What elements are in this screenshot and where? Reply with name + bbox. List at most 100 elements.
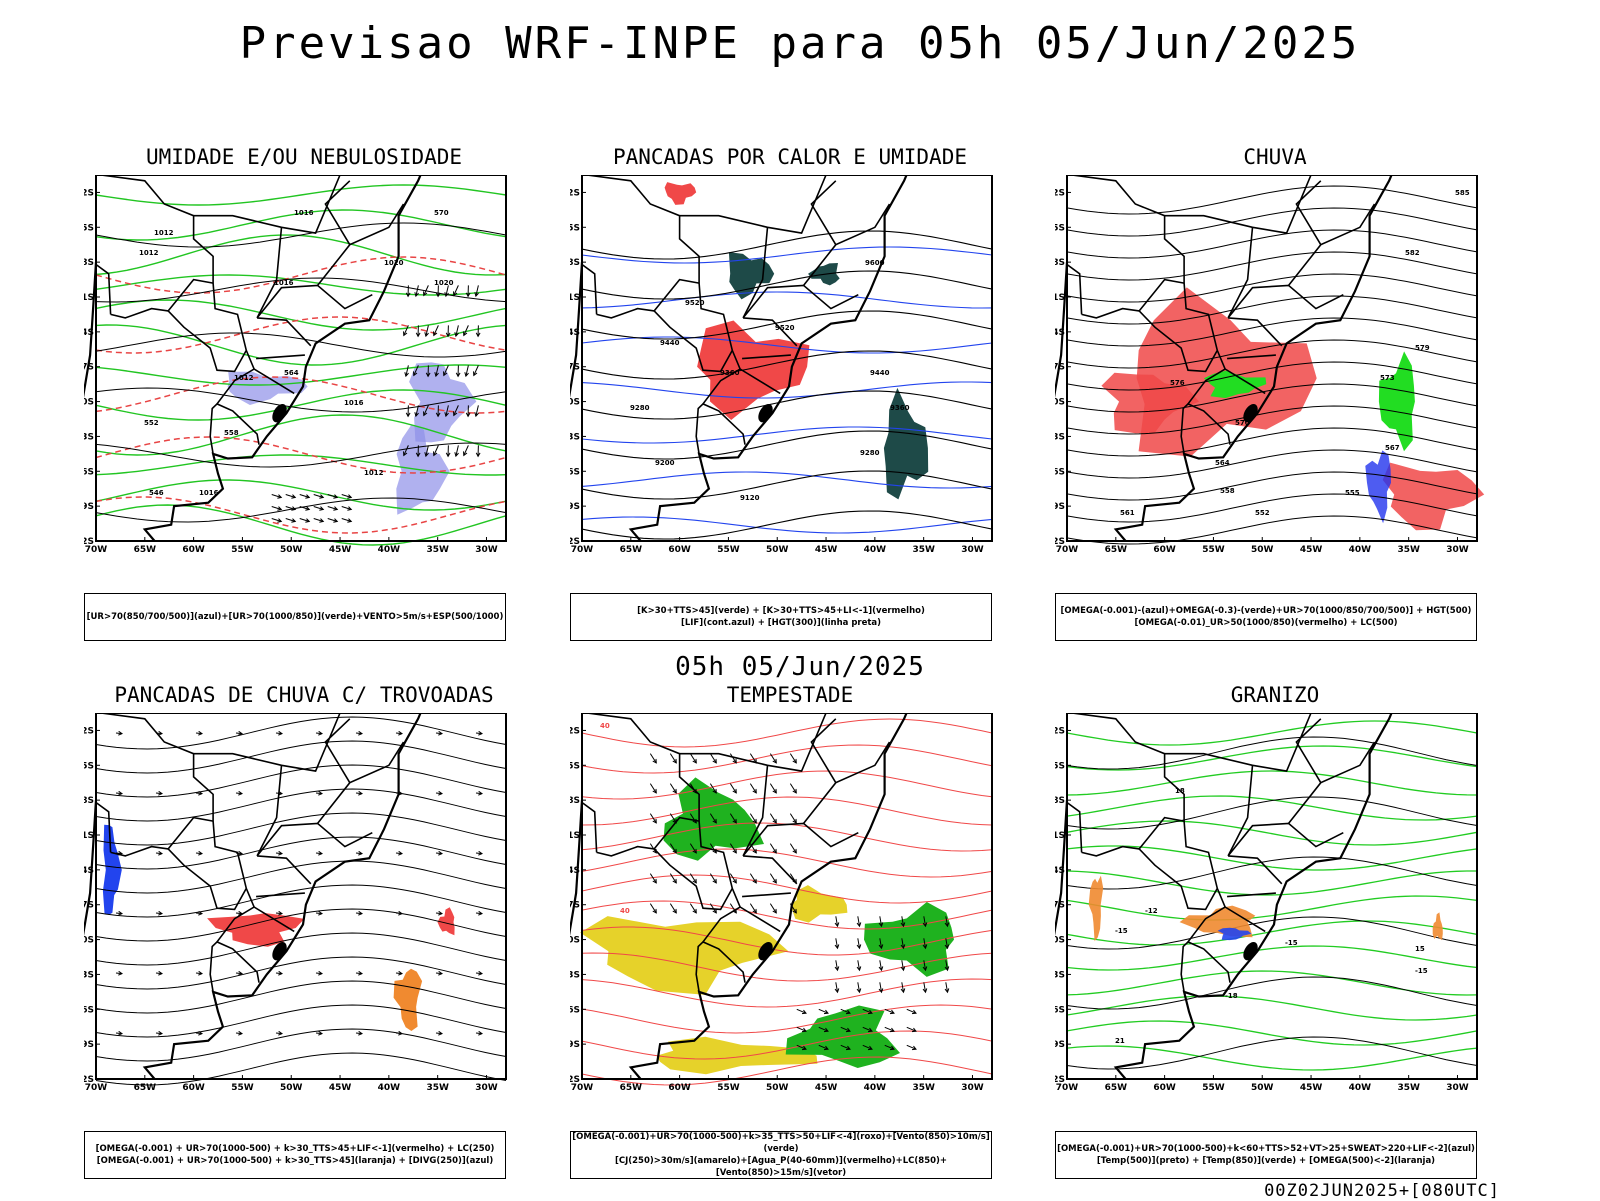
map-chuva: 58558257957657357056756456155855555212S1… bbox=[1055, 175, 1495, 595]
contour-label: -18 bbox=[1225, 992, 1238, 1000]
lon-label: 60W bbox=[668, 545, 691, 555]
lon-label: 30W bbox=[1446, 545, 1469, 555]
lat-label: 12S bbox=[570, 726, 580, 736]
run-timestamp: 00Z02JUN2025+[080UTC] bbox=[1264, 1181, 1500, 1201]
lat-label: 27S bbox=[84, 901, 94, 911]
contour-label: 40 bbox=[600, 722, 610, 730]
contour-label: 564 bbox=[284, 369, 299, 377]
contour-label: 9360 bbox=[890, 404, 910, 412]
lon-label: 35W bbox=[1397, 1083, 1420, 1093]
lat-label: 36S bbox=[84, 1005, 94, 1015]
lat-label: 30S bbox=[570, 936, 580, 946]
lon-label: 40W bbox=[864, 545, 887, 555]
political-border bbox=[696, 404, 703, 454]
political-border bbox=[597, 309, 655, 318]
lat-label: 30S bbox=[1055, 398, 1065, 408]
lat-label: 39S bbox=[570, 502, 580, 512]
contour-label: 1016 bbox=[344, 399, 364, 407]
hgt300-contour bbox=[582, 511, 992, 539]
streamline bbox=[96, 789, 506, 821]
lat-label: 18S bbox=[84, 258, 94, 268]
lat-label: 15S bbox=[84, 761, 94, 771]
lon-label: 55W bbox=[717, 1083, 740, 1093]
lat-label: 12S bbox=[1055, 188, 1065, 198]
contour-label: 570 bbox=[434, 209, 449, 217]
legend-line-2: [Temp(500)](preto) + [Temp(850)](verde) … bbox=[1056, 1155, 1476, 1167]
contour-label: 552 bbox=[144, 419, 159, 427]
contour-label: 552 bbox=[1255, 509, 1270, 517]
political-border bbox=[1082, 847, 1140, 856]
legend-box: [K>30+TTS>45](verde) + [K>30+TTS>45+LI<-… bbox=[570, 593, 992, 641]
lon-label: 65W bbox=[620, 1083, 643, 1093]
contour-label: 555 bbox=[1345, 489, 1360, 497]
lon-label: 70W bbox=[85, 545, 108, 555]
lat-label: 39S bbox=[570, 1040, 580, 1050]
streamline bbox=[96, 933, 506, 965]
omega-orange-area bbox=[1089, 876, 1104, 942]
lon-label: 65W bbox=[134, 1083, 157, 1093]
legend-box: [OMEGA(-0.001)+UR>70(1000-500)+k>35_TTS>… bbox=[570, 1131, 992, 1179]
lif-blue-contour bbox=[582, 517, 992, 533]
legend-line-2: [OMEGA(-0.01)_UR>50(1000/850)(vermelho) … bbox=[1056, 617, 1476, 629]
lat-label: 30S bbox=[570, 398, 580, 408]
contour-label: 15 bbox=[1415, 945, 1425, 953]
lon-label: 65W bbox=[134, 545, 157, 555]
lon-label: 40W bbox=[1349, 1083, 1372, 1093]
contour-label: 9280 bbox=[630, 404, 650, 412]
map-umidade: 1012101210161020101610121016101210161020… bbox=[84, 175, 524, 595]
lat-label: 36S bbox=[84, 467, 94, 477]
temp850-contour bbox=[1067, 771, 1477, 795]
lat-label: 24S bbox=[84, 328, 94, 338]
lon-label: 35W bbox=[1397, 545, 1420, 555]
streamline bbox=[96, 1005, 506, 1037]
political-border bbox=[742, 893, 791, 897]
lat-label: 24S bbox=[84, 866, 94, 876]
contour-label: 582 bbox=[1405, 249, 1420, 257]
lon-label: 30W bbox=[1446, 1083, 1469, 1093]
contour-label: 9120 bbox=[740, 494, 760, 502]
lon-label: 70W bbox=[1056, 545, 1079, 555]
lon-label: 30W bbox=[475, 1083, 498, 1093]
lat-label: 15S bbox=[570, 223, 580, 233]
legend-box: [OMEGA(-0.001) + UR>70(1000-500) + k>30_… bbox=[84, 1131, 506, 1179]
water-red-contour bbox=[582, 771, 992, 799]
temp850-contour bbox=[1067, 921, 1477, 945]
political-border bbox=[1082, 309, 1140, 318]
instability-red-area bbox=[665, 182, 697, 205]
lon-label: 50W bbox=[280, 1083, 303, 1093]
legend-line-2: [LIF](cont.azul) + [HGT(300)](linha pret… bbox=[571, 617, 991, 629]
temp500-contour bbox=[1067, 737, 1477, 769]
streamline bbox=[96, 1053, 506, 1085]
lat-label: 12S bbox=[1055, 726, 1065, 736]
lon-label: 50W bbox=[766, 1083, 789, 1093]
lat-label: 27S bbox=[570, 363, 580, 373]
temp850-contour bbox=[1067, 746, 1477, 770]
lat-label: 24S bbox=[570, 866, 580, 876]
lat-label: 24S bbox=[1055, 866, 1065, 876]
political-border bbox=[168, 849, 246, 910]
streamline bbox=[96, 813, 506, 845]
lon-label: 45W bbox=[1300, 545, 1323, 555]
political-border bbox=[168, 280, 213, 311]
contour-label: 567 bbox=[1385, 444, 1400, 452]
political-border bbox=[1228, 765, 1252, 856]
lat-label: 12S bbox=[570, 188, 580, 198]
political-border bbox=[111, 309, 169, 318]
panel-title: PANCADAS DE CHUVA C/ TROVOADAS bbox=[84, 683, 524, 707]
hgt500-contour bbox=[1067, 318, 1477, 346]
legend-line-1: [K>30+TTS>45](verde) + [K>30+TTS>45+LI<-… bbox=[571, 605, 991, 617]
panel-title: GRANIZO bbox=[1055, 683, 1495, 707]
lon-label: 50W bbox=[766, 545, 789, 555]
divergence-blue-area bbox=[103, 825, 122, 915]
lon-label: 65W bbox=[1105, 545, 1128, 555]
lat-label: 21S bbox=[570, 831, 580, 841]
temp850-contour bbox=[1067, 796, 1477, 820]
political-border bbox=[257, 856, 311, 884]
political-border bbox=[168, 818, 213, 849]
political-border bbox=[597, 847, 655, 856]
lon-label: 50W bbox=[1251, 1083, 1274, 1093]
political-border bbox=[1296, 181, 1320, 245]
political-border bbox=[101, 175, 259, 445]
